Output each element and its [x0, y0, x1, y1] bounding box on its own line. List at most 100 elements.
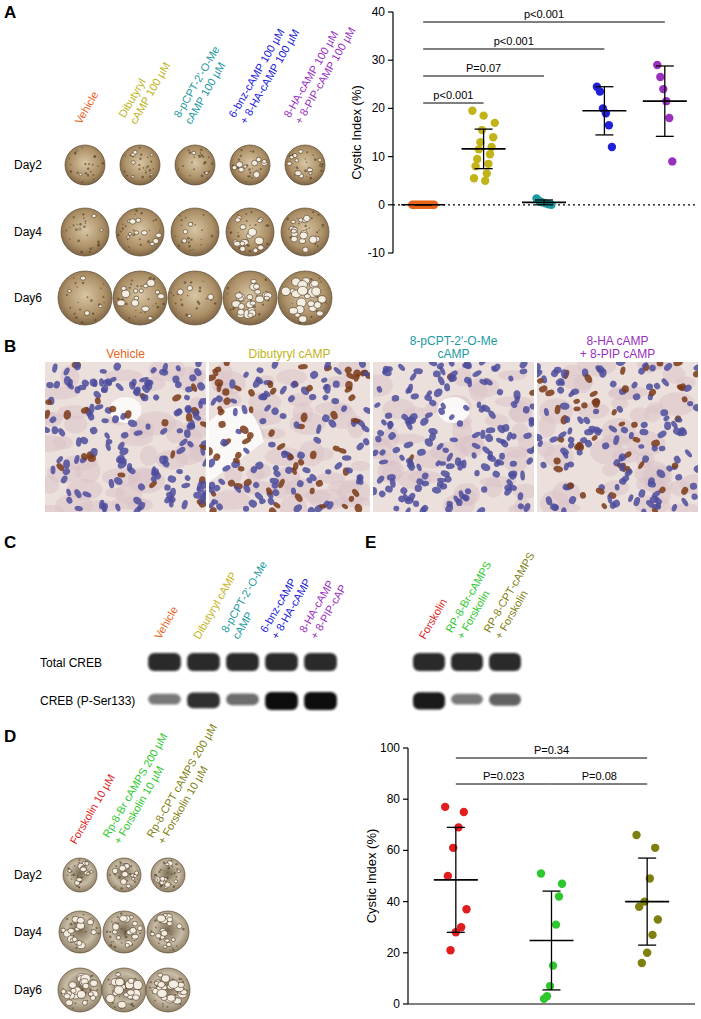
- nucleus: [591, 434, 599, 442]
- nucleus: [320, 377, 328, 384]
- y-tick-label: 0: [378, 198, 385, 212]
- texture: [162, 1006, 163, 1007]
- nucleus: [111, 415, 119, 424]
- nucleus: [462, 404, 470, 412]
- nucleus: [393, 505, 400, 511]
- cyst: [80, 867, 86, 872]
- y-axis-label: Cystic Index (%): [364, 829, 379, 924]
- cyst: [77, 917, 84, 923]
- cyst: [139, 289, 143, 293]
- texture: [72, 1007, 74, 1009]
- significance-label: p<0.001: [524, 8, 564, 20]
- texture: [73, 224, 75, 226]
- nucleus: [124, 410, 132, 420]
- nucleus: [425, 389, 433, 397]
- column-label: Forskolin: [416, 596, 449, 641]
- cyst: [83, 983, 89, 989]
- texture: [171, 873, 173, 875]
- nucleus: [74, 505, 83, 512]
- texture: [232, 307, 235, 310]
- y-axis: [392, 12, 393, 253]
- column-label-line: Vehicle: [152, 604, 180, 641]
- texture: [66, 294, 68, 296]
- row-label: Day6: [14, 983, 42, 997]
- nucleus: [593, 408, 600, 414]
- cyst: [157, 294, 164, 299]
- cyst: [289, 308, 298, 315]
- band-phospho: [304, 692, 337, 710]
- texture: [102, 162, 104, 164]
- nucleus: [373, 448, 380, 457]
- cyst: [160, 877, 165, 882]
- cyst: [299, 239, 306, 244]
- nucleus: [296, 479, 305, 488]
- y-tick-label: 10: [372, 150, 386, 164]
- cyst: [115, 978, 124, 985]
- cyst: [248, 228, 256, 236]
- cyst: [167, 917, 173, 922]
- nucleus: [595, 487, 606, 496]
- nucleus: [66, 382, 75, 391]
- nucleus: [322, 383, 330, 391]
- texture: [125, 225, 127, 227]
- organoid: [223, 271, 277, 325]
- texture: [197, 301, 200, 304]
- cytoplasm: [669, 503, 698, 512]
- nucleus: [503, 483, 513, 492]
- y-tick: [403, 901, 408, 902]
- texture: [145, 171, 147, 173]
- error-bar: [535, 200, 553, 205]
- cyst: [119, 915, 127, 921]
- significance-label: P=0.34: [534, 744, 569, 756]
- texture: [115, 865, 117, 867]
- texture: [87, 235, 89, 237]
- nucleus: [444, 383, 451, 392]
- cyst: [68, 290, 72, 293]
- texture: [175, 303, 177, 305]
- nucleus: [653, 382, 662, 391]
- row-label: Day2: [14, 868, 42, 882]
- cyst: [122, 871, 128, 877]
- nucleus: [664, 421, 671, 430]
- panel-label: E: [365, 533, 376, 552]
- texture: [167, 1006, 169, 1008]
- nucleus: [233, 408, 238, 416]
- texture: [189, 249, 191, 251]
- nucleus: [689, 482, 697, 490]
- nucleus: [193, 367, 203, 378]
- cyst: [132, 995, 139, 1001]
- panel-a-images: VehicleDibutyrylcAMP 100 µM8-pCPT-2'-O-M…: [14, 18, 358, 325]
- cyst: [251, 279, 257, 283]
- texture: [103, 302, 105, 304]
- cyst: [250, 283, 259, 290]
- nucleus: [315, 479, 324, 488]
- texture: [117, 298, 120, 301]
- panel-e-blot: ForskolinRP-8-Br-cAMPS+ ForskolinRP-8-CP…: [413, 550, 548, 709]
- nucleus: [89, 378, 97, 387]
- texture: [170, 292, 171, 293]
- texture: [306, 176, 307, 177]
- cyst: [77, 991, 85, 999]
- error-bar: [543, 891, 561, 990]
- nucleus: [457, 420, 463, 427]
- nucleus: [325, 469, 331, 474]
- nucleus: [478, 362, 487, 367]
- error-bar-stem: [455, 827, 456, 932]
- organoid: [151, 858, 185, 892]
- nucleus: [101, 502, 108, 512]
- nucleus: [434, 459, 441, 467]
- nucleus: [358, 362, 367, 369]
- nucleus: [55, 455, 64, 465]
- error-bar: [447, 827, 465, 932]
- cyst: [247, 294, 253, 299]
- texture: [245, 181, 246, 182]
- figure: ABCDEVehicleDibutyrylcAMP 100 µM8-pCPT-2…: [0, 0, 701, 1019]
- cyst: [126, 236, 130, 239]
- column-label: Vehicle: [106, 347, 145, 361]
- texture: [96, 927, 98, 929]
- cyst: [187, 314, 191, 317]
- cyst: [250, 301, 256, 305]
- error-bar-cap: [447, 827, 465, 828]
- texture: [172, 866, 173, 867]
- texture: [250, 211, 252, 213]
